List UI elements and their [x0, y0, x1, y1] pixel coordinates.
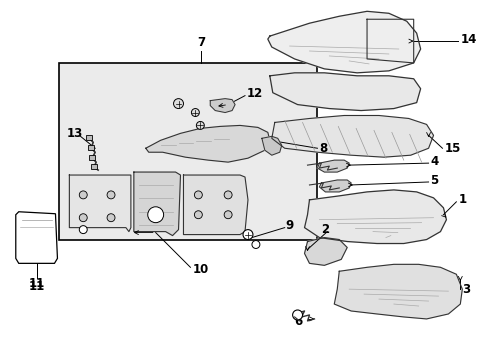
Bar [89, 155, 95, 160]
Bar [88, 145, 94, 150]
Bar [60, 63, 317, 239]
Polygon shape [210, 99, 235, 113]
Text: 12: 12 [246, 87, 263, 100]
Polygon shape [183, 175, 247, 235]
Polygon shape [145, 125, 269, 162]
Circle shape [107, 191, 115, 199]
Polygon shape [271, 116, 433, 157]
Polygon shape [267, 11, 420, 73]
Text: 15: 15 [444, 142, 460, 155]
Polygon shape [262, 136, 281, 155]
Circle shape [194, 191, 202, 199]
Text: 4: 4 [429, 155, 438, 168]
Circle shape [79, 191, 87, 199]
Polygon shape [69, 175, 131, 231]
Circle shape [191, 109, 199, 117]
Polygon shape [334, 264, 461, 319]
Text: 11: 11 [28, 277, 44, 290]
Circle shape [224, 191, 232, 199]
Bar [86, 135, 92, 140]
Polygon shape [304, 238, 346, 265]
Circle shape [79, 214, 87, 222]
Text: 1: 1 [457, 193, 466, 206]
Text: 10: 10 [192, 263, 208, 276]
Circle shape [194, 211, 202, 219]
Circle shape [196, 121, 204, 129]
Polygon shape [16, 212, 57, 264]
Circle shape [147, 207, 163, 223]
Polygon shape [304, 190, 446, 243]
Text: 6: 6 [294, 315, 302, 328]
Text: 2: 2 [321, 223, 329, 236]
Circle shape [292, 310, 302, 320]
Text: 8: 8 [319, 142, 327, 155]
Circle shape [224, 211, 232, 219]
Circle shape [173, 99, 183, 109]
Text: 3: 3 [461, 283, 469, 296]
Polygon shape [317, 160, 348, 172]
Polygon shape [269, 73, 420, 111]
Text: 14: 14 [459, 33, 476, 46]
Circle shape [107, 214, 115, 222]
Circle shape [79, 226, 87, 234]
Circle shape [243, 230, 252, 239]
Polygon shape [319, 180, 350, 192]
Polygon shape [134, 172, 180, 235]
Text: 11: 11 [28, 280, 44, 293]
Text: 13: 13 [66, 127, 82, 140]
Circle shape [251, 240, 259, 248]
Text: 5: 5 [429, 174, 438, 186]
Text: 9: 9 [285, 219, 293, 232]
Bar [91, 164, 97, 169]
Text: 7: 7 [197, 36, 205, 49]
